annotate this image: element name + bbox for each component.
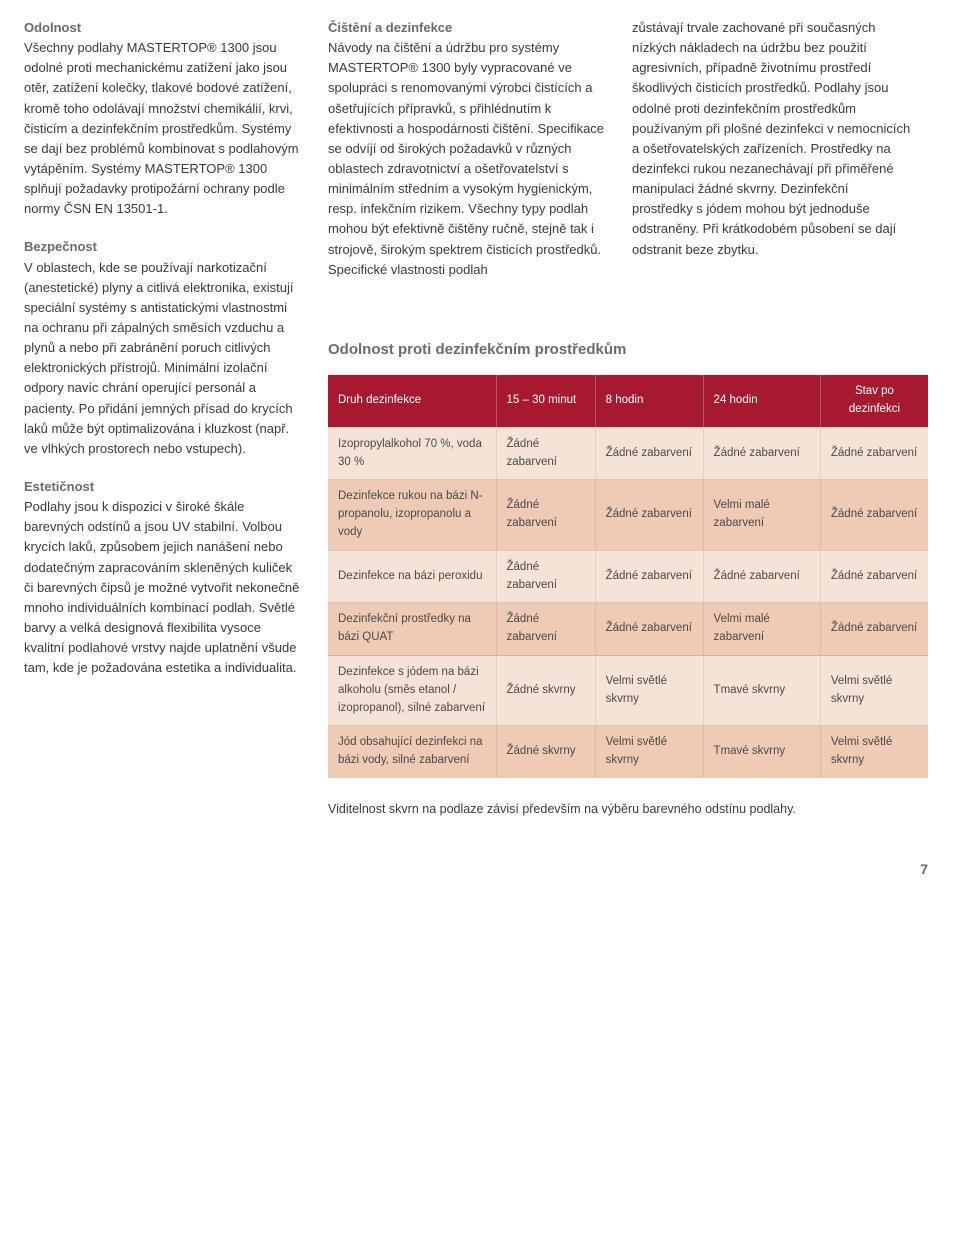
- heading-bezpecnost: Bezpečnost: [24, 237, 304, 257]
- table-cell: Žádné zabarvení: [820, 603, 928, 656]
- table-title: Odolnost proti dezinfekčním prostředkům: [328, 338, 928, 361]
- th-stav: Stav po dezinfekci: [820, 375, 928, 427]
- table-cell: Velmi světlé skvrny: [820, 726, 928, 778]
- table-row: Jód obsahující dezinfekci na bázi vody, …: [328, 726, 928, 778]
- th-24h: 24 hodin: [703, 375, 820, 427]
- right-area: Čištění a dezinfekce Návody na čištění a…: [328, 18, 928, 819]
- table-cell: Žádné zabarvení: [703, 427, 820, 480]
- table-cell: Žádné skvrny: [496, 656, 595, 726]
- table-cell: Velmi malé zabarvení: [703, 603, 820, 656]
- table-cell: Žádné zabarvení: [496, 603, 595, 656]
- table-row: Dezinfekce rukou na bázi N-propanolu, iz…: [328, 480, 928, 550]
- table-row: Dezinfekce s jódem na bázi alkoholu (smě…: [328, 656, 928, 726]
- table-cell: Žádné zabarvení: [595, 427, 703, 480]
- heading-cisteni: Čištění a dezinfekce: [328, 18, 608, 38]
- table-cell: Žádné zabarvení: [496, 480, 595, 550]
- table-note: Viditelnost skvrn na podlaze závisí před…: [328, 800, 928, 819]
- table-cell: Tmavé skvrny: [703, 726, 820, 778]
- heading-esteticnost: Estetičnost: [24, 477, 304, 497]
- table-body: Izopropylalkohol 70 %, voda 30 %Žádné za…: [328, 427, 928, 778]
- column-3: zůstávají trvale zachované při současnýc…: [632, 18, 912, 280]
- table-cell: Žádné zabarvení: [820, 480, 928, 550]
- para-odolnost: Všechny podlahy MASTERTOP® 1300 jsou odo…: [24, 38, 304, 219]
- column-2: Čištění a dezinfekce Návody na čištění a…: [328, 18, 608, 280]
- table-cell: Žádné zabarvení: [703, 550, 820, 603]
- table-cell: Žádné skvrny: [496, 726, 595, 778]
- para-cisteni: Návody na čištění a údržbu pro systémy M…: [328, 38, 608, 280]
- para-esteticnost: Podlahy jsou k dispozici v široké škále …: [24, 497, 304, 678]
- table-cell: Jód obsahující dezinfekci na bázi vody, …: [328, 726, 496, 778]
- table-cell: Žádné zabarvení: [595, 550, 703, 603]
- th-8h: 8 hodin: [595, 375, 703, 427]
- table-cell: Dezinfekce na bázi peroxidu: [328, 550, 496, 603]
- table-cell: Dezinfekce s jódem na bázi alkoholu (smě…: [328, 656, 496, 726]
- table-cell: Žádné zabarvení: [595, 603, 703, 656]
- right-top-columns: Čištění a dezinfekce Návody na čištění a…: [328, 18, 928, 280]
- table-cell: Dezinfekční prostředky na bázi QUAT: [328, 603, 496, 656]
- table-cell: Velmi světlé skvrny: [820, 656, 928, 726]
- table-row: Dezinfekční prostředky na bázi QUATŽádné…: [328, 603, 928, 656]
- column-1: Odolnost Všechny podlahy MASTERTOP® 1300…: [24, 18, 304, 819]
- heading-odolnost: Odolnost: [24, 18, 304, 38]
- table-cell: Žádné zabarvení: [820, 427, 928, 480]
- table-cell: Žádné zabarvení: [496, 427, 595, 480]
- page-number: 7: [24, 859, 928, 881]
- table-cell: Velmi malé zabarvení: [703, 480, 820, 550]
- table-header-row: Druh dezinfekce 15 – 30 minut 8 hodin 24…: [328, 375, 928, 427]
- table-cell: Velmi světlé skvrny: [595, 726, 703, 778]
- table-cell: Velmi světlé skvrny: [595, 656, 703, 726]
- table-row: Izopropylalkohol 70 %, voda 30 %Žádné za…: [328, 427, 928, 480]
- table-cell: Izopropylalkohol 70 %, voda 30 %: [328, 427, 496, 480]
- table-cell: Žádné zabarvení: [496, 550, 595, 603]
- page-columns: Odolnost Všechny podlahy MASTERTOP® 1300…: [24, 18, 928, 819]
- disinfection-table: Druh dezinfekce 15 – 30 minut 8 hodin 24…: [328, 375, 928, 778]
- table-cell: Žádné zabarvení: [820, 550, 928, 603]
- para-col3: zůstávají trvale zachované při současnýc…: [632, 18, 912, 260]
- para-bezpecnost: V oblastech, kde se používají narkotizač…: [24, 258, 304, 459]
- table-cell: Tmavé skvrny: [703, 656, 820, 726]
- table-cell: Dezinfekce rukou na bázi N-propanolu, iz…: [328, 480, 496, 550]
- table-cell: Žádné zabarvení: [595, 480, 703, 550]
- th-15-30: 15 – 30 minut: [496, 375, 595, 427]
- table-row: Dezinfekce na bázi peroxiduŽádné zabarve…: [328, 550, 928, 603]
- th-type: Druh dezinfekce: [328, 375, 496, 427]
